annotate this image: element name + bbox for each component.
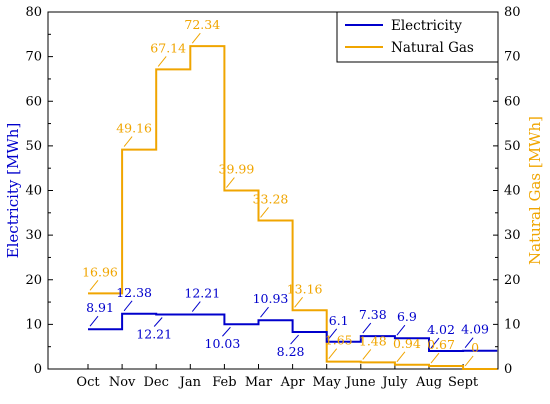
y-tick-label-left: 50 — [25, 139, 42, 154]
x-tick-label: Mar — [245, 375, 273, 390]
x-tick-label: Dec — [143, 375, 168, 390]
y-tick-label-right: 10 — [504, 317, 521, 332]
data-label: 6.9 — [397, 309, 417, 324]
y-tick-label-left: 20 — [25, 273, 42, 288]
data-label: 67.14 — [150, 40, 186, 55]
data-label: 33.28 — [253, 191, 289, 206]
y-tick-label-right: 50 — [504, 139, 521, 154]
data-label: 0.67 — [427, 337, 455, 352]
data-label: 1.65 — [325, 333, 353, 348]
data-label: 13.16 — [287, 281, 323, 296]
data-label-leader — [261, 207, 269, 217]
y-tick-label-left: 0 — [34, 362, 42, 377]
x-tick-label: Feb — [212, 375, 236, 390]
data-label: 1.48 — [359, 333, 387, 348]
data-label-leader — [192, 33, 200, 43]
x-tick-label: July — [380, 375, 408, 390]
data-label-leader — [222, 327, 230, 336]
x-tick-label: Aug — [415, 375, 442, 390]
data-label: 4.02 — [427, 322, 455, 337]
data-label-leader — [465, 356, 473, 366]
data-label-leader — [291, 335, 299, 344]
data-label: 16.96 — [82, 264, 118, 279]
x-tick-label: Nov — [109, 375, 136, 390]
data-label-leader — [329, 349, 337, 359]
x-tick-label: June — [344, 375, 376, 390]
data-label: 10.03 — [205, 336, 241, 351]
data-label: 12.21 — [136, 327, 172, 342]
data-label-leader — [226, 178, 234, 188]
data-label-leader — [295, 297, 303, 307]
data-label: 6.1 — [329, 313, 349, 328]
y-tick-label-right: 80 — [504, 5, 521, 20]
y-axis-title-right: Natural Gas [MWh] — [526, 116, 544, 265]
data-label: 10.93 — [253, 291, 289, 306]
data-label: 8.91 — [86, 300, 114, 315]
data-label: 72.34 — [184, 17, 220, 32]
y-tick-label-left: 80 — [25, 5, 42, 20]
data-label: 8.28 — [277, 344, 305, 359]
legend-label: Natural Gas — [391, 40, 474, 56]
x-tick-label: May — [312, 375, 341, 390]
y-tick-label-left: 10 — [25, 317, 42, 332]
data-label-leader — [158, 56, 166, 66]
legend-label: Electricity — [391, 18, 462, 34]
y-tick-label-right: 40 — [504, 184, 521, 199]
x-tick-label: Apr — [280, 375, 306, 390]
data-label: 12.21 — [184, 286, 220, 301]
data-label-leader — [431, 353, 439, 363]
data-label-leader — [124, 301, 132, 311]
data-label: 49.16 — [116, 121, 152, 136]
legend: Electricity Natural Gas — [337, 12, 498, 62]
y-tick-label-left: 60 — [25, 94, 42, 109]
y-axis-title-left: Electricity [MWh] — [4, 123, 22, 259]
x-tick-label: Oct — [76, 375, 100, 390]
x-tick-label: Jan — [178, 375, 202, 390]
data-label-leader — [192, 302, 200, 312]
data-label-leader — [363, 349, 371, 359]
y-tick-label-left: 70 — [25, 50, 42, 65]
y-tick-label-right: 0 — [504, 362, 512, 377]
data-label: 4.09 — [461, 322, 489, 337]
data-label-leader — [261, 307, 269, 317]
data-label: 39.99 — [219, 162, 255, 177]
data-label-leader — [124, 137, 132, 147]
y-tick-label-right: 70 — [504, 50, 521, 65]
y-tick-label-right: 20 — [504, 273, 521, 288]
data-label-leader — [363, 323, 371, 333]
data-label-leader — [90, 280, 98, 290]
data-label-leader — [397, 325, 405, 335]
y-tick-label-right: 60 — [504, 94, 521, 109]
data-label-leader — [90, 316, 98, 326]
y-tick-label-left: 40 — [25, 184, 42, 199]
data-label-leader — [397, 352, 405, 362]
data-label: 0 — [471, 340, 479, 355]
data-label: 7.38 — [359, 307, 387, 322]
series-layer — [88, 46, 497, 369]
x-tick-label: Sept — [448, 375, 479, 390]
data-label: 12.38 — [116, 285, 152, 300]
data-label-leader — [154, 318, 162, 327]
data-label: 0.94 — [393, 336, 421, 351]
y-tick-label-right: 30 — [504, 228, 521, 243]
y-tick-label-left: 30 — [25, 228, 42, 243]
